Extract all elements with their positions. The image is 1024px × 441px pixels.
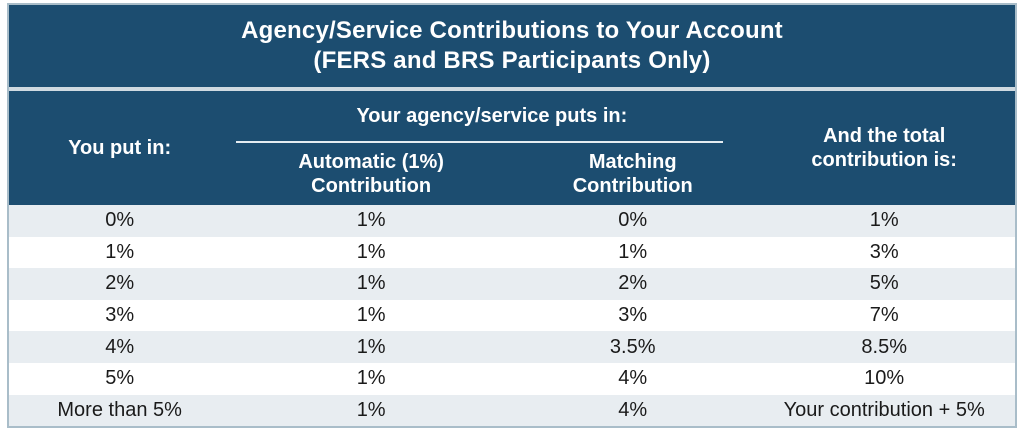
cell-matching: 4% [618,398,648,421]
cell-total: 10% [864,367,905,390]
cell-total: 7% [869,304,899,327]
title-line-2: (FERS and BRS Participants Only) [313,47,711,74]
header-you-put-in: You put in: [68,136,172,159]
cell-automatic: 1% [356,335,386,358]
cell-matching: 3.5% [609,335,656,358]
table-row: 5% 1% 4% 10% [9,362,1015,395]
contribution-table: Agency/Service Contributions to Your Acc… [7,3,1017,429]
header-matching-contribution: Matching Contribution [572,151,693,197]
cell-matching: 0% [618,209,648,232]
cell-automatic: 1% [356,367,386,390]
cell-total: 8.5% [861,335,907,358]
cell-total: 3% [869,240,899,263]
cell-matching: 3% [618,304,648,327]
header-subcolumns: Automatic (1%) Contribution Matching Con… [230,143,753,205]
cell-you-put-in: 1% [105,240,135,263]
cell-total: 5% [869,272,899,295]
table-row: More than 5% 1% 4% Your contribution + 5… [9,394,1015,427]
cell-matching: 2% [618,272,648,295]
cell-automatic: 1% [356,398,386,421]
table-row: 4% 1% 3.5% 8.5% [9,331,1015,363]
cell-you-put-in: 3% [105,304,135,327]
header-automatic-contribution: Automatic (1%) Contribution [298,151,444,197]
table-header-row: You put in: Your agency/service puts in:… [9,91,1015,205]
title-separator [9,87,1015,91]
table-row: 1% 1% 1% 3% [9,236,1015,269]
title-line-1: Agency/Service Contributions to Your Acc… [241,17,783,44]
table-row: 3% 1% 3% 7% [9,299,1015,332]
header-group-underline [236,141,724,143]
cell-automatic: 1% [356,272,386,295]
table-row: 2% 1% 2% 5% [9,268,1015,300]
table-body: 0% 1% 0% 1% 1% 1% 1% 3% 2% 1% 2% 5% 3% 1… [9,205,1015,427]
cell-total: 1% [869,209,899,232]
table-row: 0% 1% 0% 1% [9,205,1015,237]
cell-automatic: 1% [356,240,386,263]
header-agency-group-label: Your agency/service puts in: [356,104,628,127]
cell-you-put-in: 0% [105,209,135,232]
table-title: Agency/Service Contributions to Your Acc… [9,5,1015,87]
header-total-contribution: And the total contribution is: [811,125,957,171]
cell-you-put-in: 4% [105,335,135,358]
cell-total: Your contribution + 5% [783,398,985,421]
cell-you-put-in: More than 5% [57,398,182,421]
cell-you-put-in: 2% [105,272,135,295]
cell-matching: 4% [618,367,648,390]
cell-automatic: 1% [356,304,386,327]
header-agency-group: Your agency/service puts in: Automatic (… [230,91,753,205]
cell-automatic: 1% [356,209,386,232]
cell-you-put-in: 5% [105,367,135,390]
cell-matching: 1% [618,240,648,263]
